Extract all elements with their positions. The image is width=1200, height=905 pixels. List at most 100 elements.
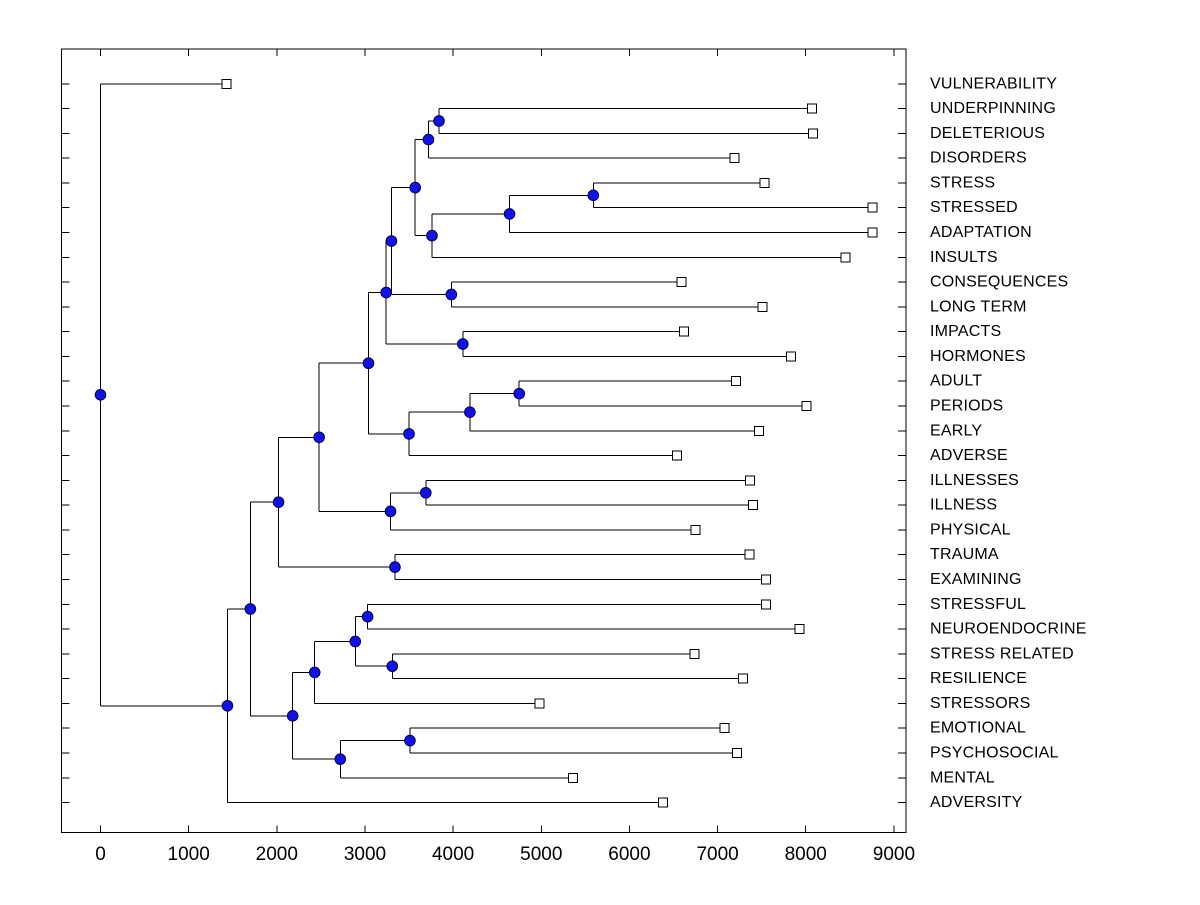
x-axis-tick-label: 2000 [256, 844, 298, 865]
node-marker [426, 229, 438, 242]
node-marker [244, 603, 257, 615]
x-axis-tick-label: 5000 [520, 844, 562, 865]
leaf-label: NEUROENDOCRINE [930, 621, 1087, 638]
leaf-marker [785, 351, 796, 362]
node-marker [308, 666, 321, 679]
node-marker [221, 699, 234, 712]
leaf-label: MENTAL [930, 769, 995, 786]
leaf-marker [657, 797, 668, 808]
leaf-label: STRESS RELATED [930, 645, 1074, 662]
node-marker [409, 181, 422, 194]
leaf-marker [840, 252, 851, 263]
node-marker [94, 388, 107, 401]
x-axis-tick-label: 6000 [608, 844, 650, 865]
node-marker [457, 338, 469, 350]
leaf-marker [534, 698, 545, 709]
node-marker [503, 208, 516, 220]
node-marker [419, 486, 432, 499]
leaf-label: DISORDERS [930, 150, 1027, 167]
leaf-marker [745, 475, 756, 486]
leaf-label: EARLY [930, 422, 982, 439]
node-markers [94, 115, 600, 765]
leaf-marker [744, 549, 755, 560]
leaf-marker [731, 376, 742, 387]
leaf-label: ADULT [930, 373, 982, 390]
leaf-marker [759, 177, 770, 188]
leaf-labels: VULNERABILITY UNDERPINNING DELETERIOUS DISO… [930, 75, 1087, 811]
x-axis-tick-label: 4000 [432, 844, 474, 865]
x-axis-tick-labels: 0 1000 2000 3000 4000 5000 6000 7000 8000 9000 [95, 844, 915, 865]
leaf-label: INSULTS [930, 249, 998, 266]
leaf-marker [801, 401, 812, 412]
leaf-marker [221, 78, 232, 89]
leaf-label: VULNERABILITY [930, 75, 1057, 92]
leaf-marker [568, 772, 579, 783]
leaf-label: RESILIENCE [930, 670, 1027, 687]
leaf-label: LONG TERM [930, 298, 1027, 315]
x-axis-tick-label: 0 [95, 844, 106, 865]
leaf-label: STRESSORS [930, 695, 1031, 712]
leaf-label: HORMONES [930, 348, 1026, 365]
leaf-label: IMPACTS [930, 323, 1001, 340]
node-marker [313, 431, 325, 444]
node-marker [384, 505, 397, 518]
leaf-label: DELETERIOUS [930, 125, 1045, 142]
plot-box [61, 48, 907, 833]
leaf-marker [807, 128, 818, 139]
branch-lines [100, 83, 873, 804]
node-marker [386, 660, 399, 673]
node-marker [349, 635, 362, 648]
leaf-label: ADVERSITY [930, 794, 1023, 811]
leaf-label: CONSEQUENCES [930, 274, 1068, 291]
node-marker [272, 496, 285, 508]
leaf-label: EMOTIONAL [930, 720, 1026, 737]
node-marker [433, 115, 445, 127]
leaf-marker [689, 648, 700, 659]
leaf-label: STRESS [930, 174, 995, 191]
leaf-label: ILLNESS [930, 497, 997, 514]
leaf-marker [719, 723, 730, 734]
leaf-label: STRESSFUL [930, 596, 1026, 613]
leaf-label: TRAUMA [930, 546, 999, 563]
leaf-marker [806, 103, 817, 114]
leaf-marker [761, 599, 772, 610]
node-marker [334, 753, 347, 765]
node-marker [587, 189, 600, 202]
x-axis-tick-label: 3000 [344, 844, 386, 865]
leaf-marker [731, 747, 742, 758]
leaf-marker [867, 227, 878, 238]
x-axis-tick-label: 8000 [785, 844, 827, 865]
leaf-marker [690, 524, 701, 535]
node-marker [385, 235, 398, 247]
node-marker [404, 734, 416, 747]
node-marker [445, 288, 458, 301]
leaf-marker [738, 673, 749, 684]
node-marker [361, 610, 374, 623]
node-marker [362, 357, 375, 370]
leaf-marker [672, 450, 683, 461]
leaf-markers [221, 78, 878, 808]
node-marker [513, 387, 526, 400]
leaf-marker [867, 202, 878, 213]
node-marker [422, 133, 435, 146]
leaf-label: PHYSICAL [930, 521, 1011, 538]
x-axis-tick-label: 7000 [696, 844, 738, 865]
leaf-label: EXAMINING [930, 571, 1022, 588]
leaf-label: ILLNESSES [930, 472, 1019, 489]
leaf-marker [757, 301, 768, 312]
leaf-marker [754, 425, 765, 436]
leaf-marker [676, 277, 687, 288]
node-marker [403, 428, 415, 440]
leaf-label: ADAPTATION [930, 224, 1032, 241]
axes-box [61, 48, 907, 833]
leaf-marker [794, 624, 805, 635]
leaf-marker [729, 153, 740, 164]
node-marker [286, 710, 299, 722]
x-axis-tick-label: 9000 [873, 844, 915, 865]
leaf-label: UNDERPINNING [930, 100, 1056, 117]
leaf-marker [747, 500, 758, 511]
leaf-label: ADVERSE [930, 447, 1008, 464]
node-marker [380, 286, 392, 299]
